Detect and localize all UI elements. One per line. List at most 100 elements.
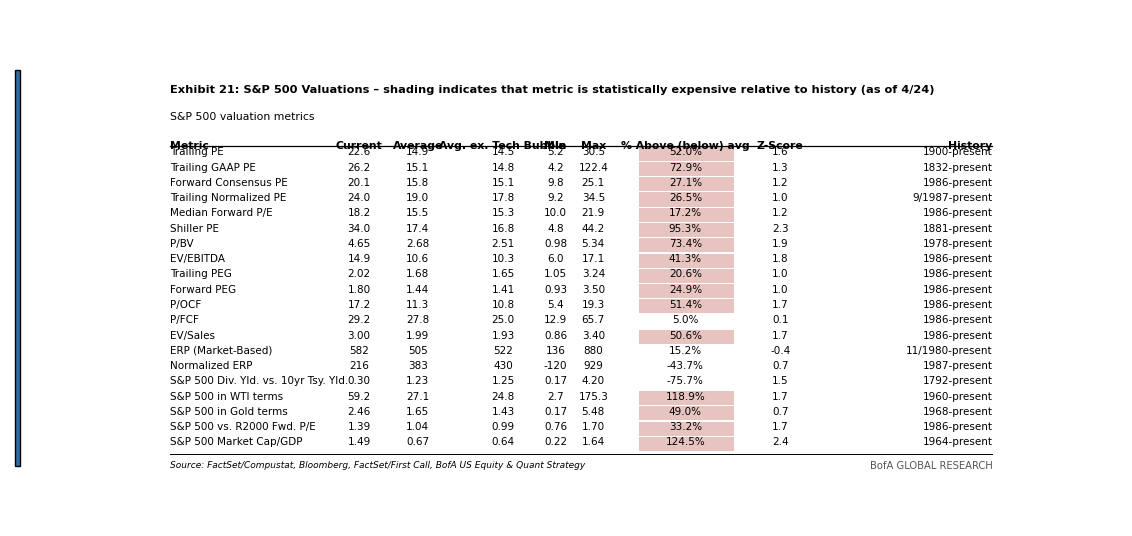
- Text: 216: 216: [349, 361, 369, 371]
- Text: 1.70: 1.70: [582, 422, 604, 432]
- Text: 1960-present: 1960-present: [923, 392, 993, 401]
- Text: EV/Sales: EV/Sales: [171, 331, 215, 340]
- Text: 10.0: 10.0: [544, 209, 567, 218]
- Text: 20.6%: 20.6%: [669, 270, 702, 279]
- Text: 0.86: 0.86: [544, 331, 567, 340]
- Text: 0.1: 0.1: [772, 315, 788, 325]
- Text: Average: Average: [393, 140, 443, 151]
- Text: Metric: Metric: [171, 140, 209, 151]
- Text: 21.9: 21.9: [582, 209, 604, 218]
- Text: 1.43: 1.43: [491, 407, 515, 417]
- Text: 1.65: 1.65: [406, 407, 429, 417]
- Text: 1978-present: 1978-present: [923, 239, 993, 249]
- Text: 505: 505: [408, 346, 428, 356]
- Text: 582: 582: [349, 346, 369, 356]
- Text: % Above (below) avg: % Above (below) avg: [621, 140, 749, 151]
- Text: 41.3%: 41.3%: [669, 254, 702, 264]
- Text: 2.3: 2.3: [772, 224, 789, 234]
- FancyBboxPatch shape: [638, 147, 734, 161]
- Text: -75.7%: -75.7%: [667, 376, 704, 386]
- Text: 17.1: 17.1: [582, 254, 604, 264]
- Text: 10.3: 10.3: [491, 254, 515, 264]
- Text: Trailing PEG: Trailing PEG: [171, 270, 232, 279]
- Text: 5.0%: 5.0%: [672, 315, 698, 325]
- Text: 1.23: 1.23: [406, 376, 429, 386]
- Text: 880: 880: [583, 346, 603, 356]
- Text: 50.6%: 50.6%: [669, 331, 702, 340]
- Text: 34.0: 34.0: [348, 224, 370, 234]
- FancyBboxPatch shape: [638, 208, 734, 222]
- Text: -120: -120: [543, 361, 567, 371]
- Text: P/OCF: P/OCF: [171, 300, 201, 310]
- Text: 24.9%: 24.9%: [669, 285, 702, 295]
- Text: 124.5%: 124.5%: [666, 437, 705, 448]
- Text: 2.02: 2.02: [348, 270, 370, 279]
- FancyBboxPatch shape: [638, 330, 734, 344]
- Text: 2.51: 2.51: [491, 239, 515, 249]
- FancyBboxPatch shape: [638, 421, 734, 436]
- Text: 1.3: 1.3: [772, 162, 789, 173]
- Text: 1.5: 1.5: [772, 376, 789, 386]
- Text: 5.48: 5.48: [582, 407, 604, 417]
- Text: 1.39: 1.39: [348, 422, 370, 432]
- Text: Current: Current: [336, 140, 383, 151]
- Text: 11/1980-present: 11/1980-present: [906, 346, 993, 356]
- Text: 9.2: 9.2: [547, 193, 564, 203]
- Text: 0.7: 0.7: [772, 361, 788, 371]
- Text: EV/EBITDA: EV/EBITDA: [171, 254, 225, 264]
- FancyBboxPatch shape: [638, 284, 734, 298]
- Text: 1.41: 1.41: [491, 285, 515, 295]
- Text: 1986-present: 1986-present: [923, 300, 993, 310]
- Text: Max: Max: [581, 140, 606, 151]
- Text: 1.25: 1.25: [491, 376, 515, 386]
- Text: 1.2: 1.2: [772, 178, 789, 188]
- Text: 1.7: 1.7: [772, 422, 789, 432]
- Text: 19.0: 19.0: [406, 193, 429, 203]
- Text: 1.05: 1.05: [544, 270, 567, 279]
- Text: 1.8: 1.8: [772, 254, 789, 264]
- Text: 0.98: 0.98: [544, 239, 567, 249]
- Text: Trailing Normalized PE: Trailing Normalized PE: [171, 193, 286, 203]
- Text: Normalized ERP: Normalized ERP: [171, 361, 252, 371]
- FancyBboxPatch shape: [638, 254, 734, 267]
- Text: 3.40: 3.40: [582, 331, 604, 340]
- Text: 11.3: 11.3: [406, 300, 429, 310]
- Text: 1.6: 1.6: [772, 147, 789, 157]
- Text: S&P 500 in WTI terms: S&P 500 in WTI terms: [171, 392, 284, 401]
- Text: 17.2: 17.2: [348, 300, 370, 310]
- Text: 27.1: 27.1: [406, 392, 429, 401]
- FancyBboxPatch shape: [638, 162, 734, 176]
- Text: 1.0: 1.0: [772, 270, 788, 279]
- FancyBboxPatch shape: [638, 406, 734, 420]
- Text: 4.8: 4.8: [547, 224, 564, 234]
- Text: 59.2: 59.2: [348, 392, 370, 401]
- Text: 5.2: 5.2: [547, 147, 564, 157]
- Text: 2.68: 2.68: [406, 239, 429, 249]
- Text: -0.4: -0.4: [770, 346, 790, 356]
- Text: 1.0: 1.0: [772, 193, 788, 203]
- Text: 5.34: 5.34: [582, 239, 604, 249]
- Text: 0.17: 0.17: [544, 376, 567, 386]
- Text: Shiller PE: Shiller PE: [171, 224, 220, 234]
- Text: 5.4: 5.4: [547, 300, 564, 310]
- Text: 2.7: 2.7: [547, 392, 564, 401]
- Text: 4.2: 4.2: [547, 162, 564, 173]
- Text: 0.22: 0.22: [544, 437, 567, 448]
- Text: P/FCF: P/FCF: [171, 315, 199, 325]
- Text: S&P 500 Market Cap/GDP: S&P 500 Market Cap/GDP: [171, 437, 303, 448]
- Text: 1.7: 1.7: [772, 392, 789, 401]
- Text: 1986-present: 1986-present: [923, 209, 993, 218]
- Text: 1986-present: 1986-present: [923, 178, 993, 188]
- Text: 44.2: 44.2: [582, 224, 604, 234]
- Text: 2.46: 2.46: [348, 407, 370, 417]
- Text: Z-Score: Z-Score: [757, 140, 804, 151]
- Text: 52.0%: 52.0%: [669, 147, 702, 157]
- Text: 27.1%: 27.1%: [669, 178, 702, 188]
- Text: S&P 500 vs. R2000 Fwd. P/E: S&P 500 vs. R2000 Fwd. P/E: [171, 422, 316, 432]
- FancyBboxPatch shape: [638, 239, 734, 252]
- Text: 27.8: 27.8: [406, 315, 429, 325]
- Text: 1986-present: 1986-present: [923, 315, 993, 325]
- Text: 25.1: 25.1: [582, 178, 604, 188]
- Text: 14.9: 14.9: [348, 254, 370, 264]
- Text: 15.3: 15.3: [491, 209, 515, 218]
